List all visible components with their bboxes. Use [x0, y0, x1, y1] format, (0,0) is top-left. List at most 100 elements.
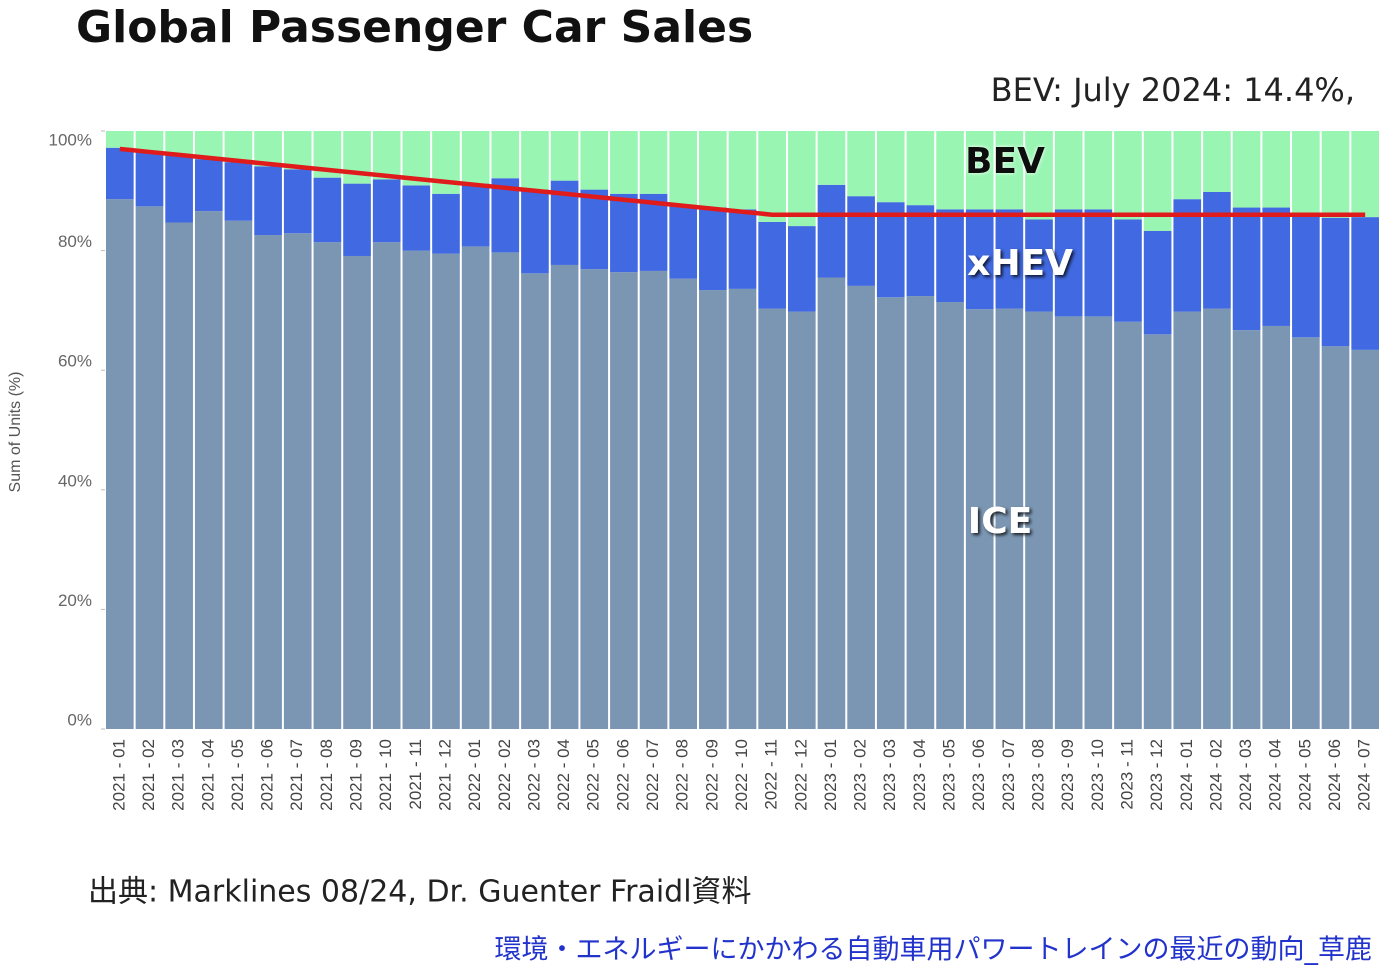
bar-segment — [194, 131, 223, 160]
bar-segment — [106, 131, 134, 148]
bar-segment — [787, 226, 816, 312]
bar-segment — [610, 272, 638, 729]
bar-segment — [965, 131, 994, 210]
bar-segment — [1025, 311, 1053, 729]
bar-segment — [699, 207, 727, 291]
bar-segment — [1143, 230, 1172, 335]
x-tick-label: 2022 - 06 — [613, 739, 632, 811]
bar-segment — [847, 131, 875, 197]
bar-segment — [995, 308, 1024, 729]
bar-segment — [699, 131, 727, 208]
bar-segment — [1351, 217, 1379, 350]
bar-segment — [610, 131, 638, 194]
x-tick-label: 2024 - 05 — [1295, 739, 1314, 811]
bar-segment — [1054, 131, 1083, 210]
bar-segment — [1321, 346, 1350, 729]
x-tick-label: 2023 - 10 — [1088, 739, 1107, 811]
x-tick-label: 2022 - 09 — [702, 739, 721, 811]
bar-segment — [639, 270, 668, 729]
x-tick-label: 2022 - 04 — [554, 739, 573, 811]
bar-segment — [758, 308, 786, 729]
bar-segment — [995, 131, 1024, 210]
y-tick-label: 0% — [67, 710, 92, 729]
bar-segment — [699, 290, 727, 729]
x-tick-label: 2022 - 07 — [643, 739, 662, 811]
bar-segment — [106, 147, 134, 200]
bar-segment — [610, 193, 638, 273]
bar-segment — [491, 131, 520, 179]
bar-segment — [343, 255, 371, 729]
x-tick-label: 2023 - 04 — [910, 739, 929, 811]
bar-segment — [254, 235, 282, 729]
bar-segment — [372, 179, 401, 243]
bar-segment — [817, 277, 846, 729]
bar-segment — [669, 205, 698, 279]
bar-segment — [1232, 131, 1261, 208]
bar-segment — [1114, 321, 1142, 729]
bar-segment — [1351, 131, 1379, 218]
bar-segment — [1292, 131, 1320, 216]
bar-segment — [343, 183, 371, 256]
bar-segment — [224, 131, 253, 163]
bar-segment — [194, 159, 223, 212]
x-tick-label: 2022 - 03 — [524, 739, 543, 811]
bar-segment — [1203, 131, 1231, 192]
bar-segment — [876, 202, 905, 298]
x-tick-label: 2021 - 10 — [376, 739, 395, 811]
bar-segment — [1232, 207, 1261, 331]
x-tick-label: 2022 - 05 — [584, 739, 603, 811]
x-tick-label: 2024 - 01 — [1177, 739, 1196, 811]
y-tick-label: 20% — [58, 591, 92, 610]
x-tick-label: 2021 - 05 — [228, 739, 247, 811]
bar-segment — [906, 131, 935, 206]
x-tick-label: 2023 - 09 — [1058, 739, 1077, 811]
x-tick-label: 2023 - 01 — [821, 739, 840, 811]
bar-segment — [1232, 330, 1261, 729]
bar-segment — [995, 209, 1024, 309]
bar-segment — [135, 206, 164, 729]
bar-segment — [165, 222, 193, 729]
y-tick-label: 100% — [49, 130, 92, 149]
x-tick-label: 2023 - 07 — [999, 739, 1018, 811]
x-tick-label: 2022 - 10 — [732, 739, 751, 811]
series-label: ICE — [968, 501, 1032, 542]
x-tick-label: 2024 - 04 — [1266, 739, 1285, 811]
x-tick-label: 2023 - 02 — [851, 739, 870, 811]
x-tick-label: 2022 - 01 — [465, 739, 484, 811]
chart-subtitle: BEV: July 2024: 14.4%, — [991, 71, 1355, 109]
bar-segment — [965, 309, 994, 729]
bar-segment — [580, 269, 609, 729]
bar-segment — [461, 246, 490, 729]
bar-segment — [728, 131, 757, 210]
bar-segment — [787, 131, 816, 227]
bar-segment — [461, 183, 490, 247]
bar-segment — [1321, 217, 1350, 347]
x-tick-label: 2021 - 04 — [198, 739, 217, 811]
bar-segment — [1114, 219, 1142, 322]
bar-segment — [402, 250, 431, 729]
x-tick-label: 2022 - 02 — [495, 739, 514, 811]
bar-segment — [313, 177, 342, 243]
bar-segment — [639, 193, 668, 271]
bar-segment — [1351, 349, 1379, 729]
bar-segment — [906, 296, 935, 729]
bar-segment — [402, 185, 431, 251]
x-tick-label: 2021 - 07 — [287, 739, 306, 811]
bar-segment — [550, 131, 579, 181]
bar-segment — [1084, 316, 1113, 729]
series-label: BEV — [965, 141, 1045, 182]
x-tick-label: 2024 - 03 — [1236, 739, 1255, 811]
bar-segment — [1262, 325, 1291, 729]
x-tick-label: 2022 - 11 — [762, 739, 781, 810]
bar-segment — [1084, 131, 1113, 210]
x-tick-label: 2023 - 05 — [940, 739, 959, 811]
bar-segment — [372, 242, 401, 729]
bar-segment — [521, 131, 549, 190]
bar-segment — [580, 189, 609, 270]
bar-segment — [1143, 334, 1172, 729]
bar-segment — [135, 151, 164, 207]
bar-segment — [1173, 199, 1202, 312]
y-tick-label: 60% — [58, 352, 92, 371]
bar-segment — [1084, 209, 1113, 317]
bar-segment — [728, 209, 757, 289]
